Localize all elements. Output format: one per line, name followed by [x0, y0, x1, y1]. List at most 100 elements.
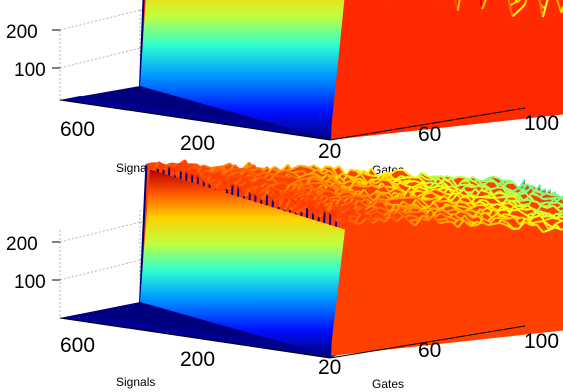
surface-edge — [440, 190, 448, 196]
surface-edge — [237, 186, 246, 197]
surface-edge — [516, 204, 524, 208]
surface-edge — [319, 203, 327, 213]
surface-edge — [465, 212, 473, 219]
surface-edge — [458, 175, 466, 179]
surface-edge — [385, 198, 393, 202]
surface-plot-top: 20 60 100 600 200 200 100 Signals Gates — [6, 0, 563, 177]
surface-edge — [416, 209, 424, 214]
surface-edge — [371, 198, 379, 203]
surface-edge — [426, 186, 434, 190]
surface-edge — [517, 221, 526, 230]
surface-edge — [443, 178, 451, 183]
surface-edge — [481, 221, 489, 227]
surface-edge — [378, 218, 386, 223]
surface-edge — [503, 193, 511, 197]
surface-edge — [560, 5, 563, 13]
surface-edge — [406, 206, 413, 209]
surface-edge — [464, 201, 472, 208]
surface-edge — [305, 165, 313, 170]
surface-edge — [157, 167, 165, 171]
surface-edge — [466, 183, 474, 187]
surface-edge — [168, 165, 177, 174]
y-tick-label: 600 — [60, 334, 95, 357]
surface-edge — [208, 166, 217, 173]
surface-edge — [416, 196, 424, 203]
surface-edge — [312, 206, 321, 217]
surface-edge — [273, 189, 282, 197]
surface-edge — [410, 196, 417, 199]
surface-edge — [408, 204, 415, 208]
surface-edge — [510, 193, 517, 197]
surface-edge — [525, 207, 533, 211]
surface-edge — [255, 189, 264, 199]
surface-edge — [481, 195, 488, 199]
surface-edge — [459, 210, 467, 214]
surface-edge — [390, 215, 398, 223]
surface-edge — [496, 203, 504, 207]
surface-edge — [324, 189, 332, 193]
surface-edge — [402, 179, 411, 185]
surface-edge — [301, 173, 309, 178]
surface-edge — [544, 221, 552, 228]
surface-edge — [370, 205, 377, 209]
surface-edge — [456, 0, 461, 11]
surface-edge — [253, 175, 262, 183]
surface-edge — [283, 169, 290, 173]
surface-edge — [538, 188, 546, 193]
surface-edge — [408, 180, 416, 183]
surface-edge — [504, 179, 511, 182]
surface-edge — [408, 220, 416, 227]
surface-edge — [545, 216, 553, 221]
surface-edge — [486, 191, 494, 196]
surface-edge — [431, 207, 439, 211]
surface-edge — [440, 212, 448, 218]
surface-edge — [307, 206, 314, 210]
surface-edge — [266, 178, 274, 182]
surface-edge — [402, 200, 410, 207]
surface-edge — [412, 183, 420, 189]
surface-edge — [439, 221, 446, 225]
surface-edge — [426, 202, 434, 210]
surface-edge — [492, 191, 500, 197]
surface-edge — [391, 197, 399, 200]
surface-edge — [367, 174, 375, 177]
surface-edge — [451, 175, 459, 181]
surface-edge — [316, 168, 324, 175]
surface-edge — [165, 162, 173, 167]
y-axis-label: Signals — [116, 375, 155, 389]
surface-edge — [512, 0, 520, 5]
surface-edge — [507, 216, 515, 220]
surface-edge — [214, 167, 222, 171]
surface-edge — [324, 211, 331, 215]
surface-edge — [482, 217, 490, 222]
x-ticks-bottom: 20 60 100 — [318, 330, 559, 379]
surface-edge — [429, 196, 437, 201]
surface-edge — [433, 212, 442, 219]
surface-edge — [347, 195, 355, 200]
surface-edge — [295, 200, 303, 207]
surface-edge — [289, 170, 297, 176]
surface-edge — [480, 189, 488, 194]
surface-edge — [389, 187, 397, 193]
surface-edge — [552, 204, 561, 212]
z-tick-label: 200 — [6, 234, 38, 255]
surface-edge — [432, 184, 440, 189]
surface-edge — [457, 219, 465, 229]
surface-edge — [367, 195, 375, 202]
surface-edge — [513, 216, 521, 226]
surface-edge — [452, 200, 460, 205]
surface-edge — [289, 198, 298, 205]
surface-edge — [277, 197, 286, 208]
surface-edge — [251, 166, 260, 172]
surface-edge — [241, 176, 248, 180]
surface-edge — [366, 213, 374, 220]
surface-edge — [453, 0, 459, 11]
surface-edge — [457, 204, 465, 208]
surface-edge — [506, 221, 514, 229]
surface-edge — [402, 169, 411, 176]
surface-edge — [492, 208, 500, 215]
surface-edge — [335, 216, 343, 223]
surface-edge — [472, 185, 479, 189]
surface-edge — [414, 180, 422, 185]
surface-edge — [389, 169, 398, 175]
